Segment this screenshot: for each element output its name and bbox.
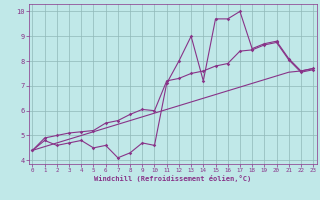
X-axis label: Windchill (Refroidissement éolien,°C): Windchill (Refroidissement éolien,°C)	[94, 175, 252, 182]
